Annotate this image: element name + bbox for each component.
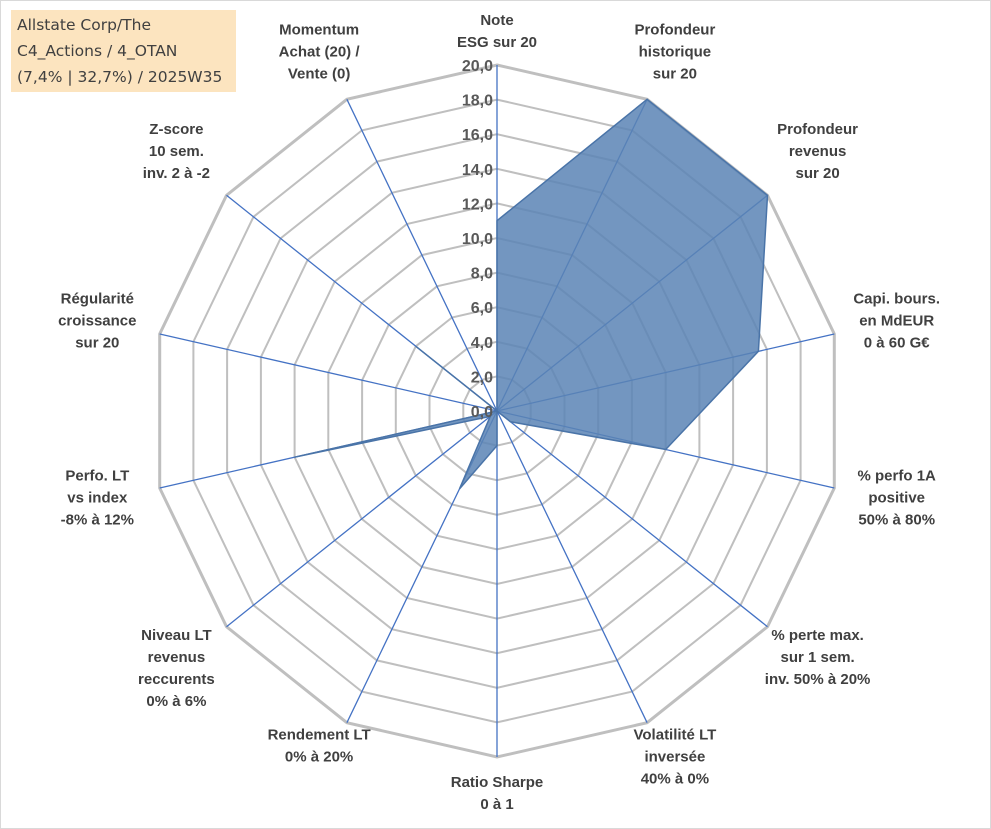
chart-title-box: Allstate Corp/The C4_Actions / 4_OTAN (7…	[11, 10, 236, 92]
axis-label-line: sur 20	[795, 165, 839, 182]
axis-label-10: Niveau LT revenus reccurents 0% à 6%	[138, 627, 215, 710]
axis-label-line: Niveau LT	[141, 627, 212, 644]
tick-label: 14,0	[462, 162, 493, 179]
axis-label-line: croissance	[58, 312, 136, 329]
axis-label-line: Perfo. LT	[65, 468, 129, 485]
chart-title-line-2: C4_Actions / 4_OTAN	[17, 42, 178, 60]
axis-label-line: 0% à 20%	[285, 749, 353, 766]
tick-label: 0,0	[471, 404, 493, 421]
axis-label-line: revenus	[789, 143, 847, 160]
series-area-1	[294, 98, 769, 490]
axis-label-line: inv. 2 à -2	[143, 165, 210, 182]
axis-label-line: Achat (20) /	[279, 44, 361, 61]
tick-label: 8,0	[471, 266, 493, 283]
axis-label-6: % perte max. sur 1 sem. inv. 50% à 20%	[765, 627, 871, 688]
chart-title-line-3: (7,4% | 32,7%) / 2025W35	[17, 68, 223, 86]
tick-label: 6,0	[471, 300, 493, 317]
axis-label-line: positive	[868, 490, 925, 507]
axis-label-line: Régularité	[61, 290, 134, 307]
axis-label-line: historique	[639, 44, 712, 61]
axis-label-line: vs index	[67, 490, 128, 507]
axis-label-line: sur 1 sem.	[780, 649, 854, 666]
tick-label: 12,0	[462, 196, 493, 213]
tick-label: 16,0	[462, 127, 493, 144]
axis-label-line: % perte max.	[771, 627, 864, 644]
axis-label-14: Momentum Achat (20) / Vente (0)	[279, 22, 361, 83]
axis-label-9: Rendement LT 0% à 20%	[268, 727, 371, 766]
axis-label-8: Ratio Sharpe 0 à 1	[451, 774, 544, 813]
axis-label-line: Profondeur	[634, 22, 715, 39]
axis-label-5: % perfo 1A positive 50% à 80%	[858, 468, 937, 529]
axis-label-3: Profondeur revenus sur 20	[777, 121, 858, 182]
axis-label-line: inv. 50% à 20%	[765, 671, 871, 688]
axis-label-line: 0 à 60 G€	[864, 334, 931, 351]
tick-label: 18,0	[462, 93, 493, 110]
radar-series	[294, 98, 769, 490]
tick-label: 10,0	[462, 231, 493, 248]
axis-label-line: Profondeur	[777, 121, 858, 138]
axis-label-line: 0% à 6%	[146, 693, 206, 710]
radial-tick-labels: 0,0 2,0 4,0 6,0 8,0 10,0 12,0 14,0 16,0 18,0 20,0	[462, 58, 493, 421]
chart-title-line-1: Allstate Corp/The	[17, 16, 151, 34]
axis-label-line: sur 20	[75, 334, 119, 351]
axis-label-line: inversée	[644, 749, 705, 766]
axis-label-1: Note ESG sur 20	[457, 12, 537, 51]
axis-label-line: Z-score	[149, 121, 203, 138]
axis-label-line: Rendement LT	[268, 727, 371, 744]
axis-spoke-6	[496, 410, 768, 628]
axis-label-line: Momentum	[279, 22, 359, 39]
axis-label-12: Régularité croissance sur 20	[58, 290, 136, 351]
axis-spoke-10	[226, 410, 498, 628]
axis-label-4: Capi. bours. en MdEUR 0 à 60 G€	[853, 290, 940, 351]
axis-label-7: Volatilité LT inversée 40% à 0%	[634, 727, 717, 788]
axis-label-line: en MdEUR	[859, 312, 934, 329]
axis-spoke-7	[496, 410, 648, 723]
axis-spoke-14	[346, 99, 498, 412]
axis-label-line: Note	[480, 12, 513, 29]
axis-label-line: Volatilité LT	[634, 727, 717, 744]
axis-label-line: Vente (0)	[288, 66, 351, 83]
axis-label-line: reccurents	[138, 671, 215, 688]
axis-label-line: ESG sur 20	[457, 34, 537, 51]
tick-label: 4,0	[471, 335, 493, 352]
axis-label-line: Ratio Sharpe	[451, 774, 544, 791]
axis-label-2: Profondeur historique sur 20	[634, 22, 715, 83]
tick-label: 20,0	[462, 58, 493, 75]
axis-label-11: Perfo. LT vs index -8% à 12%	[61, 468, 134, 529]
axis-label-line: 10 sem.	[149, 143, 204, 160]
axis-label-13: Z-score 10 sem. inv. 2 à -2	[143, 121, 210, 182]
axis-label-line: revenus	[148, 649, 206, 666]
tick-label: 2,0	[471, 369, 493, 386]
axis-label-line: 0 à 1	[480, 796, 513, 813]
axis-spoke-12	[159, 333, 498, 412]
axis-label-line: % perfo 1A	[858, 468, 937, 485]
axis-labels: Note ESG sur 20 Profondeur historique sur 20…	[58, 12, 940, 813]
axis-label-line: Capi. bours.	[853, 290, 940, 307]
axis-label-line: sur 20	[653, 66, 697, 83]
axis-label-line: 40% à 0%	[641, 771, 709, 788]
axis-label-line: 50% à 80%	[858, 512, 935, 529]
axis-label-line: -8% à 12%	[61, 512, 134, 529]
